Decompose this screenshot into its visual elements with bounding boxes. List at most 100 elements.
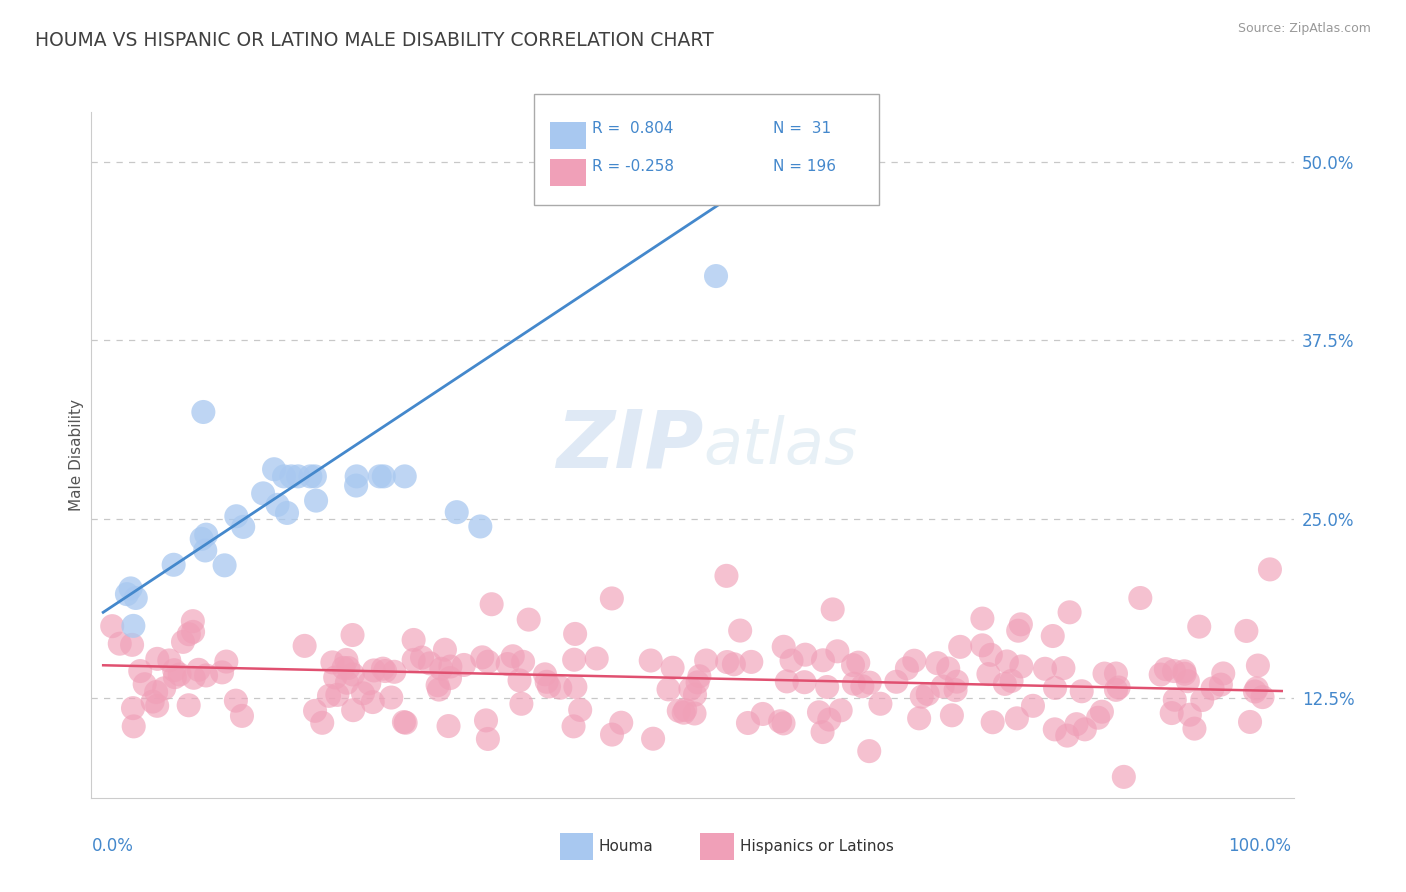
- Point: [287, 469, 309, 483]
- Point: [945, 683, 967, 698]
- Point: [1129, 591, 1152, 605]
- Point: [129, 664, 152, 678]
- Point: [392, 714, 415, 729]
- Point: [153, 681, 176, 696]
- Point: [794, 648, 817, 662]
- Point: [1000, 673, 1022, 688]
- Point: [231, 709, 253, 723]
- Point: [886, 674, 908, 689]
- Point: [294, 639, 316, 653]
- Point: [115, 587, 138, 601]
- Point: [830, 703, 852, 717]
- Point: [439, 659, 461, 673]
- Point: [672, 706, 695, 720]
- Point: [807, 706, 830, 720]
- Point: [793, 675, 815, 690]
- Point: [704, 268, 727, 283]
- Point: [477, 731, 499, 746]
- Point: [658, 183, 681, 197]
- Point: [430, 662, 453, 676]
- Point: [177, 627, 200, 641]
- Point: [995, 655, 1018, 669]
- Point: [394, 715, 416, 730]
- Point: [146, 698, 169, 713]
- Point: [688, 669, 710, 683]
- Point: [172, 635, 194, 649]
- Text: HOUMA VS HISPANIC OR LATINO MALE DISABILITY CORRELATION CHART: HOUMA VS HISPANIC OR LATINO MALE DISABIL…: [35, 31, 714, 50]
- Point: [187, 663, 209, 677]
- Point: [1212, 666, 1234, 681]
- Point: [337, 661, 360, 675]
- Text: R =  0.804: R = 0.804: [592, 121, 673, 136]
- Point: [821, 602, 844, 616]
- Point: [1209, 678, 1232, 692]
- Point: [1112, 770, 1135, 784]
- Point: [122, 619, 145, 633]
- Point: [359, 676, 381, 690]
- Point: [437, 719, 460, 733]
- Point: [380, 690, 402, 705]
- Point: [215, 655, 238, 669]
- Point: [163, 663, 186, 677]
- Point: [679, 681, 702, 696]
- Point: [1150, 667, 1173, 681]
- Point: [419, 657, 441, 671]
- Point: [946, 674, 969, 689]
- Point: [225, 693, 247, 707]
- Point: [368, 469, 391, 483]
- Point: [344, 478, 367, 492]
- Point: [342, 667, 364, 681]
- Point: [1163, 664, 1185, 678]
- Point: [1173, 665, 1195, 679]
- Point: [332, 661, 354, 675]
- Point: [352, 686, 374, 700]
- Point: [1005, 711, 1028, 725]
- Point: [811, 725, 834, 739]
- Point: [195, 527, 218, 541]
- Point: [402, 653, 425, 667]
- Point: [548, 681, 571, 695]
- Point: [827, 644, 849, 658]
- Point: [471, 650, 494, 665]
- Point: [214, 558, 236, 573]
- Point: [569, 703, 592, 717]
- Point: [342, 628, 364, 642]
- Point: [225, 509, 247, 524]
- Point: [536, 674, 558, 689]
- Point: [134, 677, 156, 691]
- Point: [510, 697, 533, 711]
- Point: [610, 715, 633, 730]
- Point: [342, 703, 364, 717]
- Point: [1164, 693, 1187, 707]
- Point: [1201, 681, 1223, 696]
- Point: [673, 703, 696, 717]
- Point: [122, 719, 145, 733]
- Point: [1247, 658, 1270, 673]
- Point: [818, 713, 841, 727]
- Point: [1188, 619, 1211, 633]
- Point: [780, 654, 803, 668]
- Point: [564, 627, 586, 641]
- Point: [1022, 698, 1045, 713]
- Point: [193, 405, 215, 419]
- Point: [1178, 707, 1201, 722]
- Point: [145, 685, 167, 699]
- Point: [980, 648, 1002, 662]
- Point: [981, 715, 1004, 730]
- Point: [668, 704, 690, 718]
- Point: [643, 731, 665, 746]
- Text: ZIP: ZIP: [555, 407, 703, 485]
- Point: [183, 671, 205, 685]
- Point: [695, 653, 717, 667]
- Point: [1070, 684, 1092, 698]
- Point: [280, 469, 302, 483]
- Text: R = -0.258: R = -0.258: [592, 160, 673, 174]
- Point: [1184, 722, 1206, 736]
- Point: [163, 670, 186, 684]
- Point: [509, 673, 531, 688]
- Point: [1154, 662, 1177, 676]
- Point: [1087, 711, 1109, 725]
- Point: [1251, 690, 1274, 705]
- Point: [1043, 681, 1066, 695]
- Point: [728, 624, 751, 638]
